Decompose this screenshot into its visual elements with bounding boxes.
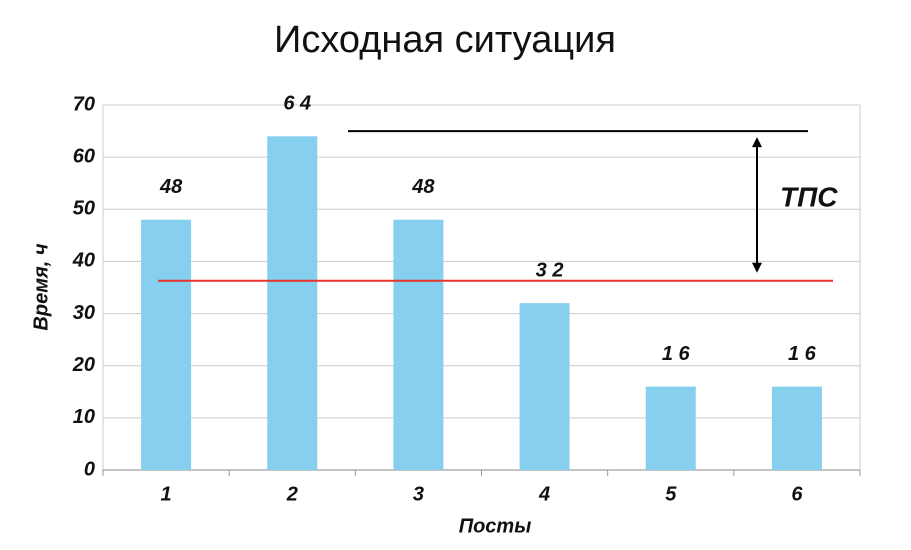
bar xyxy=(645,386,696,470)
y-tick-label: 10 xyxy=(73,406,95,428)
data-label: 1 6 xyxy=(788,343,817,365)
bar xyxy=(267,136,318,471)
y-tick-label: 50 xyxy=(73,198,95,220)
data-label: 3 2 xyxy=(536,259,564,281)
arrow-head xyxy=(752,137,762,148)
bar xyxy=(393,219,444,470)
y-tick-label: 0 xyxy=(84,458,95,480)
x-axis-label: Посты xyxy=(459,515,532,537)
bar xyxy=(141,219,192,470)
x-tick-label: 2 xyxy=(286,483,298,505)
x-tick-label: 1 xyxy=(161,483,172,505)
plot-area xyxy=(102,104,861,471)
data-label: 6 4 xyxy=(283,93,311,115)
y-tick-label: 40 xyxy=(72,250,95,272)
arrow-head xyxy=(752,262,762,273)
bar xyxy=(771,386,822,470)
data-label: 48 xyxy=(411,176,435,198)
chart-title: Исходная ситуация xyxy=(274,19,616,61)
data-label: 1 6 xyxy=(662,343,691,365)
y-tick-label: 60 xyxy=(73,145,95,167)
y-tick-label: 30 xyxy=(73,302,95,324)
x-tick-label: 4 xyxy=(538,483,550,505)
y-tick-label: 20 xyxy=(72,354,95,376)
y-tick-label: 70 xyxy=(73,93,95,115)
y-axis-label: Время, ч xyxy=(30,243,52,330)
annotation: ТПС xyxy=(780,181,838,212)
data-label: 48 xyxy=(159,176,183,198)
x-tick-label: 3 xyxy=(413,483,424,505)
x-tick-label: 6 xyxy=(791,483,803,505)
x-tick-label: 5 xyxy=(665,483,677,505)
bar xyxy=(519,303,570,470)
